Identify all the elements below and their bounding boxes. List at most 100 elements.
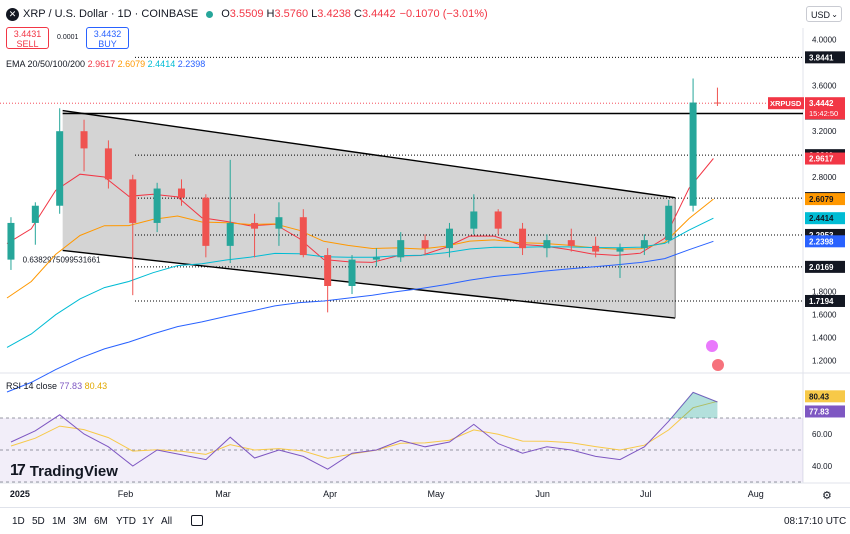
ema-axis-label-bg bbox=[805, 193, 845, 206]
ema-value-20: 2.9617 bbox=[87, 59, 116, 69]
timeframe-5d[interactable]: 5D bbox=[32, 516, 45, 527]
rsi-y-tick-label: 40.00 bbox=[812, 462, 833, 471]
gear-icon[interactable]: ⚙ bbox=[822, 490, 832, 502]
rsi-y-tick-label: 60.00 bbox=[812, 430, 833, 439]
buy-price: 3.4432 bbox=[93, 29, 122, 39]
ema-value-100: 2.4414 bbox=[147, 59, 176, 69]
ohlc-key-c: C bbox=[353, 8, 362, 20]
rsi-label: RSI 14 close bbox=[6, 381, 58, 391]
rsi-ma-value: 80.43 bbox=[84, 381, 108, 391]
candle-body bbox=[397, 240, 405, 258]
rsi-legend[interactable]: RSI 14 close 77.83 80.43 bbox=[6, 381, 107, 391]
ema-value-50: 2.6079 bbox=[117, 59, 146, 69]
candle-body bbox=[177, 188, 185, 198]
channel-lower-line bbox=[62, 249, 676, 319]
channel-fill bbox=[62, 110, 676, 319]
utc-clock[interactable]: 08:17:10 UTC bbox=[784, 516, 847, 527]
candle-body bbox=[299, 217, 307, 256]
ema-axis-label-bg bbox=[805, 235, 845, 248]
price-label-bg bbox=[805, 97, 845, 120]
buy-button[interactable]: 3.4432 BUY bbox=[86, 27, 129, 49]
x-tick-label: Mar bbox=[215, 489, 231, 499]
x-tick-label: May bbox=[428, 489, 446, 499]
candle-body bbox=[348, 259, 356, 286]
ohlc-value-c: 3.4442 bbox=[361, 8, 396, 20]
ema-axis-label: 2.9617 bbox=[809, 155, 834, 164]
ohlc-value-o: 3.5509 bbox=[229, 8, 267, 20]
candle-body bbox=[713, 102, 721, 104]
rsi-overbought-fill bbox=[668, 392, 718, 422]
rsi-axis-label: 77.83 bbox=[809, 407, 830, 416]
price-change: −0.1070 (−3.01%) bbox=[399, 8, 488, 20]
currency-label: USD bbox=[811, 10, 831, 20]
tradingview-mark-icon: 17 bbox=[10, 462, 26, 479]
market-status-icon bbox=[206, 10, 214, 18]
rsi-value: 77.83 bbox=[59, 381, 83, 391]
sell-label: SELL bbox=[16, 39, 39, 49]
symbol-title[interactable]: XRP / U.S. Dollar · 1D · COINBASE bbox=[23, 8, 199, 20]
ema-axis-label: 2.4414 bbox=[809, 214, 834, 223]
ema-label: EMA 20/50/100/200 bbox=[6, 59, 86, 69]
candle-body bbox=[567, 240, 575, 246]
timeframe-1d[interactable]: 1D bbox=[12, 516, 25, 527]
candle-body bbox=[592, 245, 600, 252]
candle-body bbox=[665, 205, 673, 241]
calendar-icon[interactable] bbox=[191, 515, 203, 526]
candle-body bbox=[251, 222, 259, 229]
candle-body bbox=[494, 211, 502, 229]
y-tick-label: 2.8000 bbox=[812, 173, 837, 182]
candle-body bbox=[7, 222, 15, 260]
timeframe-all[interactable]: All bbox=[161, 516, 173, 527]
x-tick-label: Jul bbox=[640, 489, 652, 499]
candle-body bbox=[689, 102, 697, 206]
ema-value-200: 2.2398 bbox=[177, 59, 206, 69]
tradingview-logo[interactable]: 17 TradingView bbox=[10, 462, 118, 480]
ema-legend[interactable]: EMA 20/50/100/200 2.9617 2.6079 2.4414 2… bbox=[6, 59, 205, 69]
x-tick-label: Feb bbox=[118, 489, 134, 499]
candle-body bbox=[56, 131, 64, 206]
candle-body bbox=[104, 148, 112, 180]
candle-body bbox=[202, 197, 210, 246]
rsi-axis-label-bg bbox=[805, 390, 845, 403]
candle-body bbox=[129, 179, 137, 223]
spread-value: 0.0001 bbox=[57, 34, 79, 41]
candle-body bbox=[275, 217, 283, 229]
timeframe-1m[interactable]: 1M bbox=[52, 516, 66, 527]
symbol-tag: XRPUSD bbox=[770, 99, 802, 108]
sell-button[interactable]: 3.4431 SELL bbox=[6, 27, 49, 49]
buy-label: BUY bbox=[98, 39, 117, 49]
symbol-tag-bg bbox=[768, 97, 804, 110]
candle-body bbox=[519, 228, 527, 249]
candle-body bbox=[470, 211, 478, 229]
candle-body bbox=[543, 240, 551, 249]
candle-body bbox=[421, 240, 429, 249]
currency-select[interactable]: USD ⌄ bbox=[806, 6, 842, 22]
candle-body bbox=[324, 255, 332, 286]
candle-body bbox=[640, 240, 648, 249]
timeframe-1y[interactable]: 1Y bbox=[142, 516, 155, 527]
ema-axis-label-bg bbox=[805, 212, 845, 225]
x-tick-label: 2025 bbox=[10, 489, 30, 499]
ohlc-key-l: L bbox=[311, 8, 318, 20]
ohlc-value-h: 3.5760 bbox=[274, 8, 312, 20]
level-label: 1.7194 bbox=[809, 297, 834, 306]
ema-line-200 bbox=[6, 240, 714, 393]
brand-name: TradingView bbox=[29, 462, 118, 480]
xrp-logo-icon: ✕ bbox=[6, 7, 19, 21]
level-label: 3.8441 bbox=[809, 53, 834, 62]
timeframe-6m[interactable]: 6M bbox=[94, 516, 108, 527]
price-countdown: 15:42:50 bbox=[809, 109, 838, 118]
timeframe-ytd[interactable]: YTD bbox=[116, 516, 136, 527]
chevron-down-icon: ⌄ bbox=[831, 10, 838, 19]
timeframe-3m[interactable]: 3M bbox=[73, 516, 87, 527]
ohlc-key-o: O bbox=[221, 8, 230, 20]
y-tick-label: 1.6000 bbox=[812, 311, 837, 320]
candle-body bbox=[31, 205, 39, 223]
channel-upper-line bbox=[62, 109, 676, 199]
x-tick-label: Jun bbox=[535, 489, 550, 499]
candle-body bbox=[80, 131, 88, 149]
symbol-header[interactable]: ✕ XRP / U.S. Dollar · 1D · COINBASE O3.5… bbox=[6, 7, 488, 21]
y-tick-label: 1.2000 bbox=[812, 357, 837, 366]
sell-price: 3.4431 bbox=[13, 29, 42, 39]
